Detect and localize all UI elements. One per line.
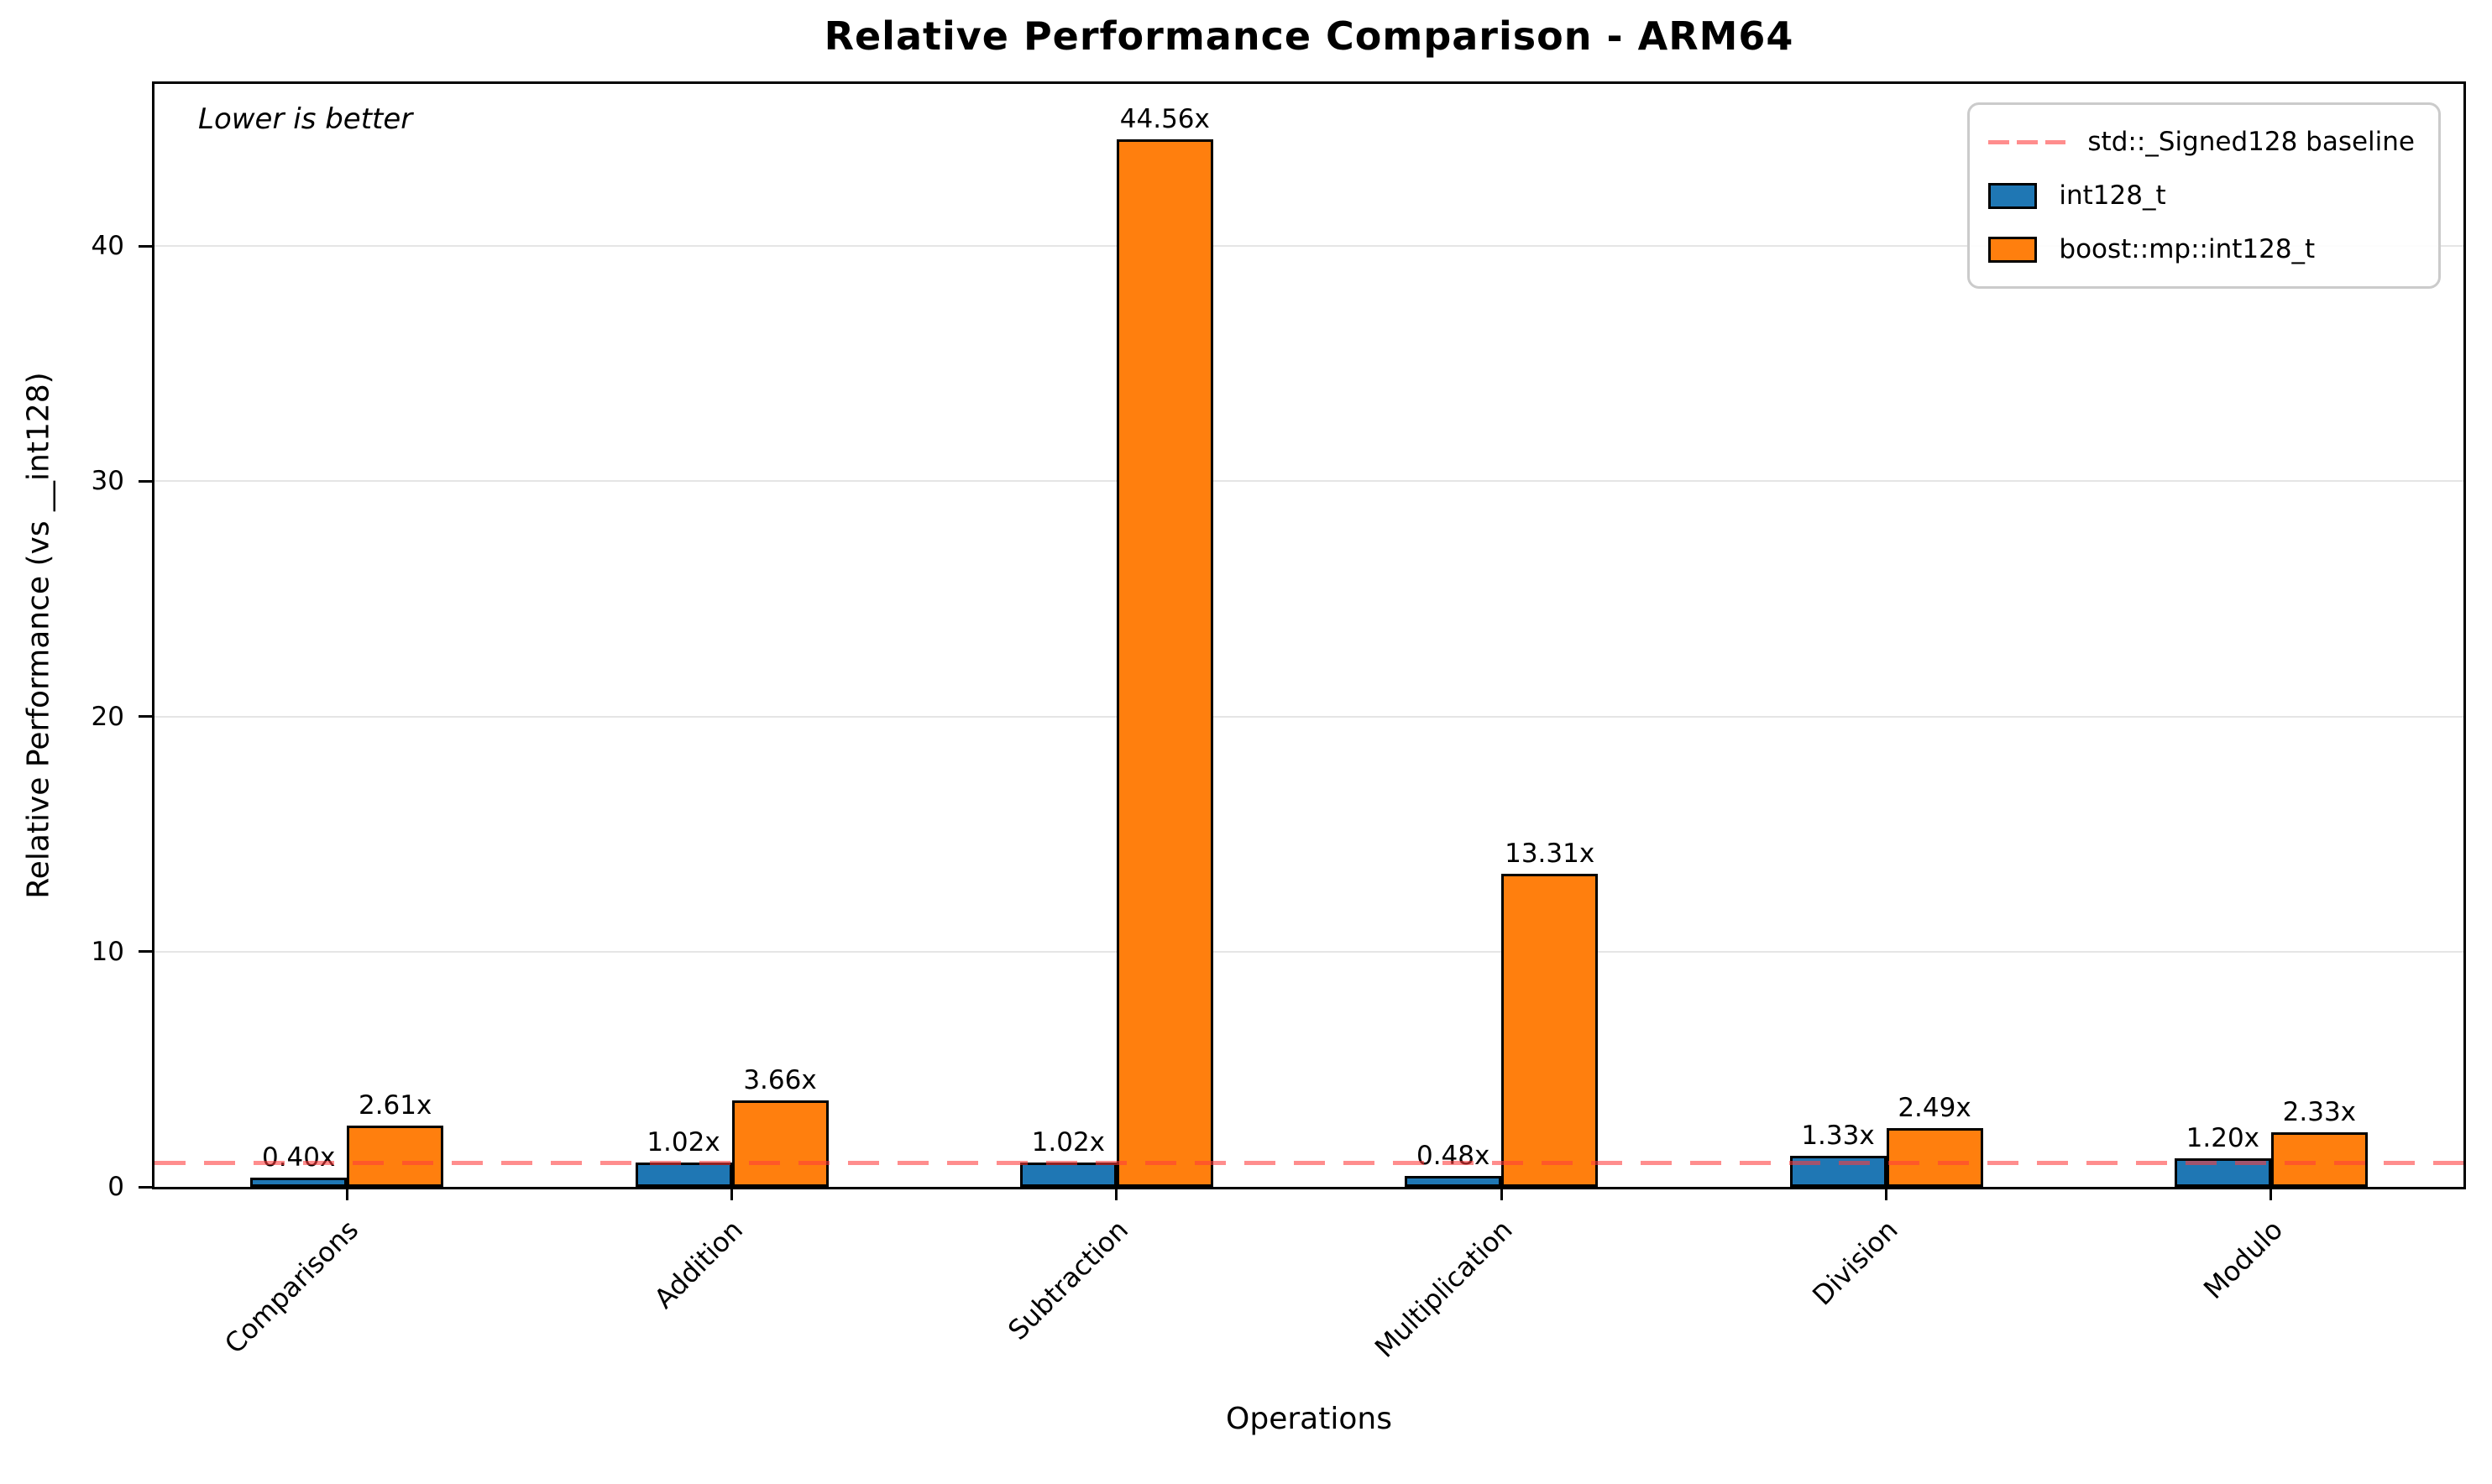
x-tick-label-addition: Addition [648, 1214, 750, 1315]
x-tick-label-subtraction: Subtraction [1001, 1214, 1134, 1346]
value-label-int128-t-addition: 1.02x [647, 1127, 720, 1158]
x-tick-addition [730, 1187, 733, 1200]
x-tick-label-multiplication: Multiplication [1369, 1214, 1520, 1364]
gridline-40 [154, 245, 2463, 248]
bar-boost-mp-int128-t-comparisons [347, 1125, 444, 1187]
int128-swatch [1988, 182, 2038, 209]
gridline-30 [154, 480, 2463, 483]
x-tick-modulo [2270, 1187, 2273, 1200]
value-label-int128-t-comparisons: 0.40x [261, 1142, 336, 1173]
gridline-20 [154, 715, 2463, 718]
value-label-boost-mp-int128-t-subtraction: 44.56x [1119, 103, 1210, 134]
y-tick-label-20: 20 [91, 701, 124, 732]
x-tick-division [1885, 1187, 1887, 1200]
x-tick-label-modulo: Modulo [2196, 1214, 2289, 1306]
bar-boost-mp-int128-t-multiplication [1501, 874, 1599, 1187]
legend-row-boost: boost::mp::int128_t [1988, 226, 2415, 273]
bar-boost-mp-int128-t-addition [731, 1100, 829, 1187]
boost-swatch [1988, 236, 2038, 263]
value-label-int128-t-division: 1.33x [1801, 1120, 1875, 1151]
value-label-int128-t-subtraction: 1.02x [1031, 1127, 1106, 1158]
bar-int128-t-comparisons [250, 1177, 348, 1187]
baseline-dash-sample [1988, 139, 2066, 144]
y-tick-label-40: 40 [91, 231, 124, 262]
value-label-boost-mp-int128-t-division: 2.49x [1898, 1093, 1971, 1124]
legend-row-baseline: std::_Signed128 baseline [1988, 118, 2415, 165]
legend: std::_Signed128 baseline int128_t boost:… [1967, 102, 2441, 289]
chart-title: Relative Performance Comparison - ARM64 [824, 13, 1794, 59]
gridline-10 [154, 950, 2463, 953]
x-axis-label: Operations [1226, 1402, 1392, 1436]
y-tick-40 [139, 244, 152, 248]
y-tick-10 [139, 950, 152, 954]
x-tick-comparisons [345, 1187, 348, 1200]
value-label-int128-t-modulo: 1.20x [2186, 1123, 2260, 1154]
annotation-lower-is-better: Lower is better [198, 102, 413, 136]
bar-boost-mp-int128-t-division [1886, 1128, 1983, 1187]
legend-row-int128: int128_t [1988, 172, 2415, 219]
y-tick-label-30: 30 [91, 466, 124, 497]
bar-boost-mp-int128-t-subtraction [1116, 138, 1213, 1187]
legend-label-int128: int128_t [2059, 180, 2166, 211]
bar-boost-mp-int128-t-modulo [2270, 1131, 2368, 1187]
value-label-boost-mp-int128-t-comparisons: 2.61x [358, 1089, 432, 1121]
y-tick-30 [139, 479, 152, 483]
y-tick-label-0: 0 [107, 1172, 124, 1202]
value-label-boost-mp-int128-t-addition: 3.66x [743, 1065, 817, 1096]
x-tick-multiplication [1500, 1187, 1503, 1200]
x-tick-subtraction [1115, 1187, 1118, 1200]
bar-int128-t-multiplication [1405, 1175, 1502, 1187]
bar-int128-t-division [1789, 1155, 1887, 1187]
y-tick-0 [139, 1185, 152, 1189]
y-tick-label-10: 10 [91, 936, 124, 967]
x-tick-label-comparisons: Comparisons [217, 1214, 365, 1361]
x-tick-label-division: Division [1805, 1214, 1904, 1312]
legend-label-baseline: std::_Signed128 baseline [2087, 127, 2415, 157]
value-label-boost-mp-int128-t-multiplication: 13.31x [1505, 839, 1595, 870]
value-label-boost-mp-int128-t-modulo: 2.33x [2282, 1096, 2357, 1127]
legend-label-boost: boost::mp::int128_t [2059, 234, 2316, 264]
baseline-line [154, 1161, 2463, 1166]
y-axis-label: Relative Performance (vs __int128) [21, 372, 56, 899]
value-label-int128-t-multiplication: 0.48x [1416, 1140, 1490, 1171]
y-tick-20 [139, 715, 152, 718]
bar-int128-t-subtraction [1019, 1163, 1117, 1187]
bar-int128-t-addition [635, 1163, 732, 1187]
